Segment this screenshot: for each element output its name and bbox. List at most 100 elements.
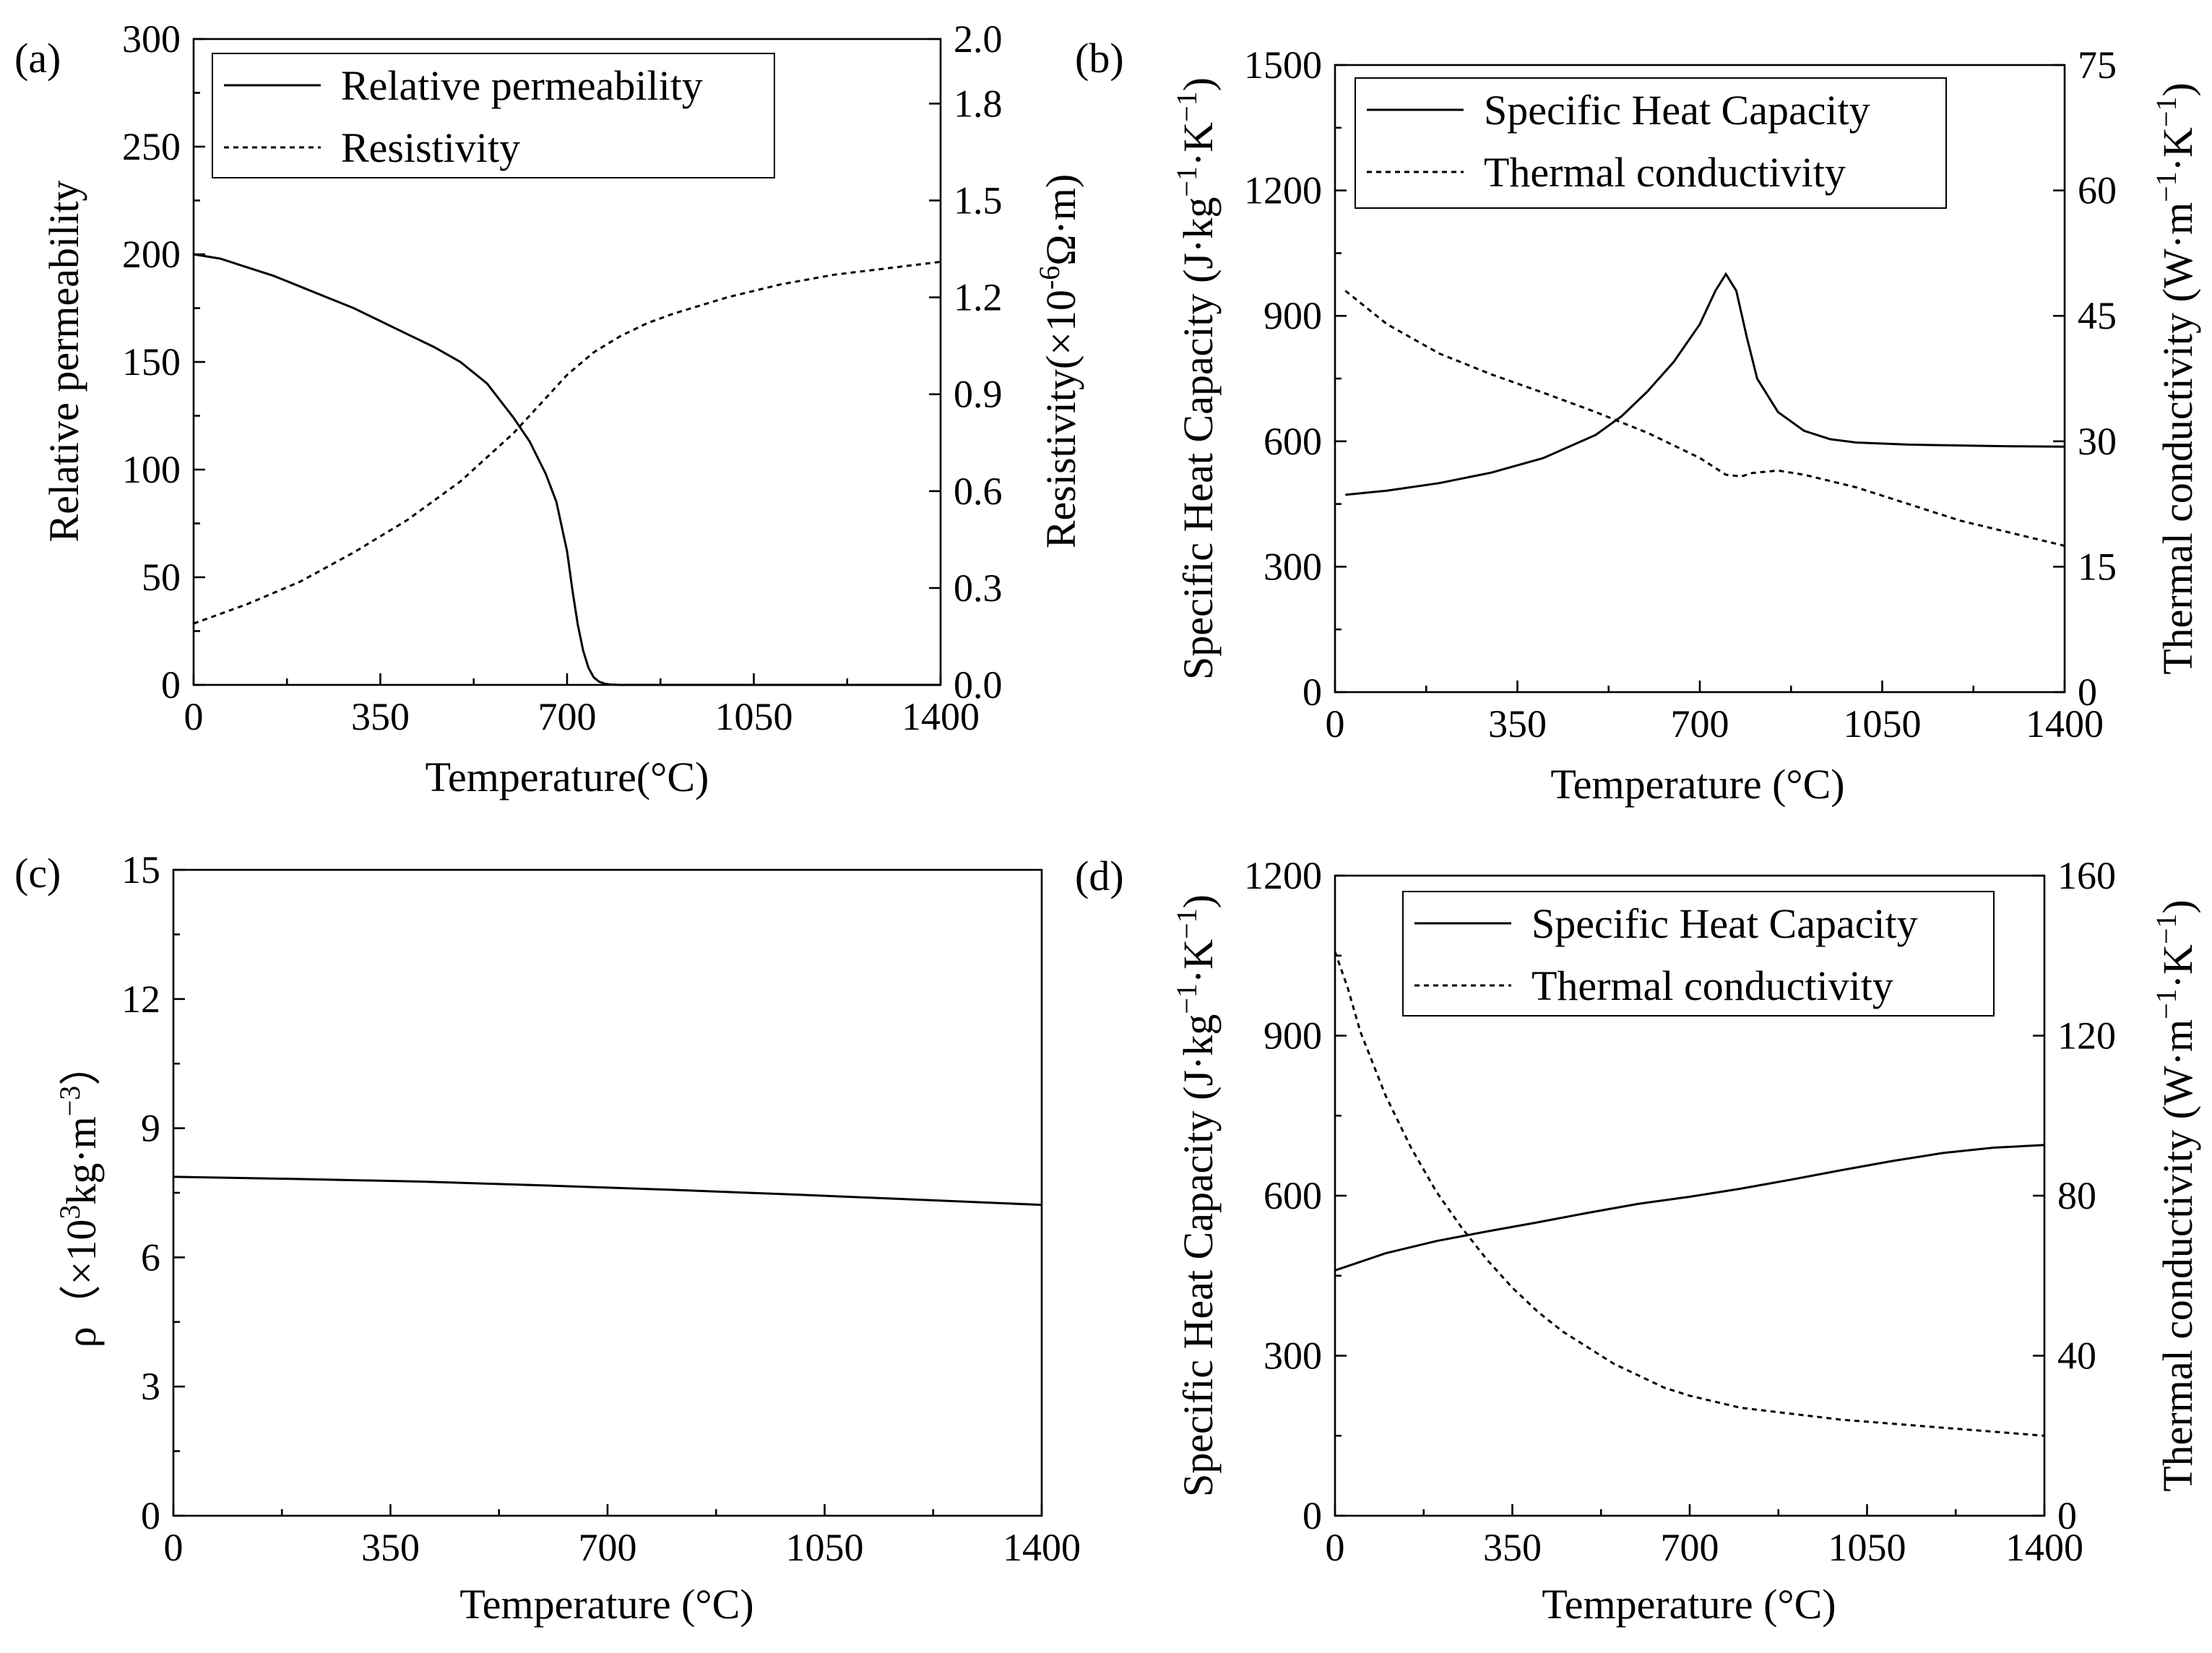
y-right-axis-label-part: Resistivity(×10 (1037, 290, 1084, 548)
x-tick-label: 700 (1661, 1526, 1719, 1569)
x-tick-label: 700 (579, 1526, 637, 1569)
x-tick-label: 1050 (715, 695, 793, 738)
y-right-axis-label-part: −1 (2150, 171, 2182, 202)
y-left-tick-label: 200 (122, 233, 181, 276)
y-left-tick-label: 15 (121, 848, 160, 892)
y-left-axis-label: Relative permeability (40, 181, 87, 543)
y-right-axis-label: Resistivity(×10-6Ω·m) (1033, 174, 1085, 548)
x-axis-label: Temperature (°C) (1542, 1581, 1836, 1628)
y-right-axis-label-part: −1 (2150, 914, 2182, 945)
y-left-tick-label: 9 (141, 1107, 160, 1150)
x-axis-label: Temperature (°C) (459, 1581, 753, 1628)
x-tick-label: 350 (351, 695, 410, 738)
panel-d: (d) 0 350 700 1050 1400 Temperature (°C) 0 300 60… (1075, 853, 2201, 1628)
y-right-tick-label: 0.0 (954, 663, 1003, 707)
panel-a: (a) 0 350 700 1050 1400 Temperature(°C) 0 50 100 1… (14, 17, 1084, 800)
y-left-axis-label-part: ) (1175, 894, 1222, 908)
y-right-tick-label: 0 (2057, 1494, 2077, 1537)
y-left-tick-label: 0 (1302, 670, 1322, 714)
y-left-axis-label: Specific Heat Capacity (J·kg−1·K−1) (1170, 894, 1222, 1497)
y-left-tick-label: 100 (122, 448, 181, 491)
legend-entry: Thermal conductivity (1484, 149, 1846, 196)
y-left-tick-label: 50 (142, 556, 181, 599)
y-right-tick-label: 0 (2078, 670, 2097, 714)
y-left-axis-label: Specific Heat Capacity (J·kg−1·K−1) (1170, 77, 1222, 680)
y-left-tick-label: 150 (122, 340, 181, 384)
legend-box (1355, 77, 1947, 209)
series-line-thermal-conductivity (1334, 951, 2045, 1437)
y-left-tick-label: 3 (141, 1365, 160, 1408)
y-right-axis-label-part: Ω·m) (1037, 174, 1084, 266)
y-right-tick-label: 0.3 (954, 566, 1003, 610)
y-right-axis-label-part: ·K (2154, 127, 2201, 171)
legend-entry: Specific Heat Capacity (1531, 900, 1918, 947)
legend-box (1402, 891, 1995, 1017)
y-left-axis-label-part: 3 (53, 1205, 86, 1220)
y-right-axis-label-part: −1 (2150, 97, 2182, 128)
y-right-tick-label: 45 (2078, 294, 2117, 337)
y-left-tick-label: 600 (1263, 420, 1322, 463)
legend-entry: Resistivity (341, 124, 520, 171)
legend-entry: Specific Heat Capacity (1484, 87, 1870, 134)
series-line-relative-permeability (193, 253, 941, 686)
x-tick-label: 350 (361, 1526, 420, 1569)
y-left-axis-label-part: −1 (1170, 983, 1203, 1014)
y-right-tick-label: 0.9 (954, 373, 1003, 416)
y-right-tick-label: 120 (2057, 1014, 2116, 1058)
y-right-tick-label: 1.5 (954, 179, 1003, 223)
y-right-axis-label: Thermal conductivity (W·m−1·K−1) (2150, 899, 2202, 1492)
x-tick-label: 1050 (786, 1526, 864, 1569)
x-tick-label: 1400 (2005, 1526, 2083, 1569)
legend: Relative permeability Resistivity (212, 53, 775, 178)
y-left-tick-label: 6 (141, 1235, 160, 1279)
x-tick-label: 700 (538, 695, 597, 738)
y-left-tick-label: 300 (1263, 1334, 1322, 1378)
y-right-axis-label-part: ·K (2154, 944, 2201, 988)
y-left-tick-label: 300 (122, 17, 181, 61)
y-left-axis-label-part: −1 (1170, 166, 1203, 197)
panel-label: (d) (1075, 853, 1124, 899)
y-left-tick-label: 600 (1263, 1174, 1322, 1217)
y-right-tick-label: 1.2 (954, 276, 1003, 319)
y-right-axis-label: Thermal conductivity (W·m−1·K−1) (2150, 82, 2202, 675)
y-left-tick-label: 1500 (1244, 43, 1322, 87)
y-right-axis-label-part: −1 (2150, 988, 2182, 1019)
x-tick-label: 0 (1326, 1526, 1345, 1569)
y-left-axis-label-part: −3 (53, 1086, 86, 1117)
plot-frame (172, 868, 1043, 1517)
x-tick-label: 1400 (2026, 702, 2104, 746)
y-left-tick-label: 300 (1263, 545, 1322, 588)
y-left-axis-label-part: kg·m (58, 1116, 105, 1204)
panel-label: (b) (1075, 35, 1124, 82)
y-right-axis-label-part: ) (2154, 82, 2201, 96)
y-left-axis-label-part: Specific Heat Capacity (J·kg (1175, 1014, 1222, 1497)
x-tick-label: 0 (184, 695, 204, 738)
x-tick-label: 0 (1326, 702, 1345, 746)
x-tick-label: 1400 (1003, 1526, 1081, 1569)
series-line-specific-heat-capacity (1334, 1144, 2045, 1272)
x-tick-label: 350 (1488, 702, 1547, 746)
y-right-axis-label-part: ) (2154, 899, 2201, 913)
y-left-axis-label-part: ρ（×10 (58, 1220, 105, 1348)
legend: Specific Heat Capacity Thermal conductivi… (1355, 77, 1947, 209)
legend-entry: Thermal conductivity (1531, 962, 1893, 1009)
y-left-tick-label: 1200 (1244, 854, 1322, 897)
x-tick-label: 700 (1671, 702, 1729, 746)
y-left-tick-label: 250 (122, 125, 181, 168)
y-left-tick-label: 0 (161, 663, 181, 707)
x-tick-label: 1050 (1828, 1526, 1906, 1569)
y-right-axis-label-part: -6 (1033, 266, 1066, 290)
x-tick-label: 0 (164, 1526, 183, 1569)
y-left-axis-label-part: ） (58, 1044, 105, 1086)
legend: Specific Heat Capacity Thermal conductivi… (1402, 891, 1995, 1017)
panel-c: (c) 0 350 700 1050 1400 Temperature (°C) 0 3 6 9 12… (14, 848, 1081, 1628)
y-right-tick-label: 75 (2078, 43, 2117, 87)
y-left-axis-label: ρ（×103kg·m−3） (53, 1044, 105, 1348)
y-left-axis-label-part: −1 (1170, 91, 1203, 122)
series-line-resistivity (193, 260, 941, 625)
y-right-tick-label: 1.8 (954, 82, 1003, 125)
y-left-axis-label-part: ) (1175, 77, 1222, 91)
y-left-tick-label: 12 (121, 977, 160, 1021)
